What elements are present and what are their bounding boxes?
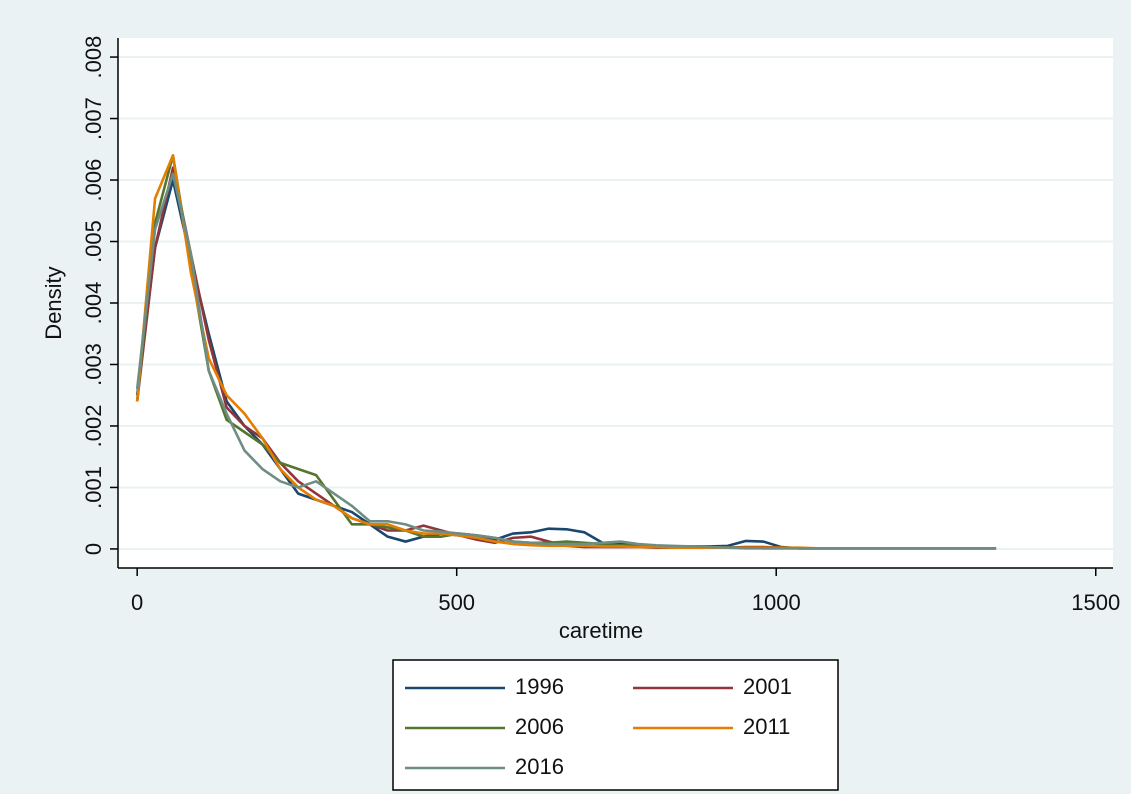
y-tick-label: 0 — [81, 543, 106, 555]
legend-label: 2006 — [515, 714, 564, 739]
y-tick-label: .001 — [81, 466, 106, 509]
x-tick-label: 1000 — [752, 590, 801, 615]
x-tick-label: 500 — [438, 590, 475, 615]
x-tick-label: 1500 — [1071, 590, 1120, 615]
x-axis-title: caretime — [559, 618, 643, 643]
legend-label: 1996 — [515, 674, 564, 699]
y-tick-label: .007 — [81, 97, 106, 140]
legend-label: 2016 — [515, 754, 564, 779]
y-tick-label: .006 — [81, 159, 106, 202]
y-axis-title: Density — [41, 266, 66, 339]
y-tick-label: .005 — [81, 220, 106, 263]
legend-label: 2001 — [743, 674, 792, 699]
y-tick-label: .003 — [81, 343, 106, 386]
legend-label: 2011 — [743, 714, 790, 739]
series-line — [135, 172, 997, 550]
y-tick-label: .004 — [81, 282, 106, 325]
y-tick-label: .002 — [81, 405, 106, 448]
y-tick-label: .008 — [81, 36, 106, 79]
x-tick-label: 0 — [131, 590, 143, 615]
